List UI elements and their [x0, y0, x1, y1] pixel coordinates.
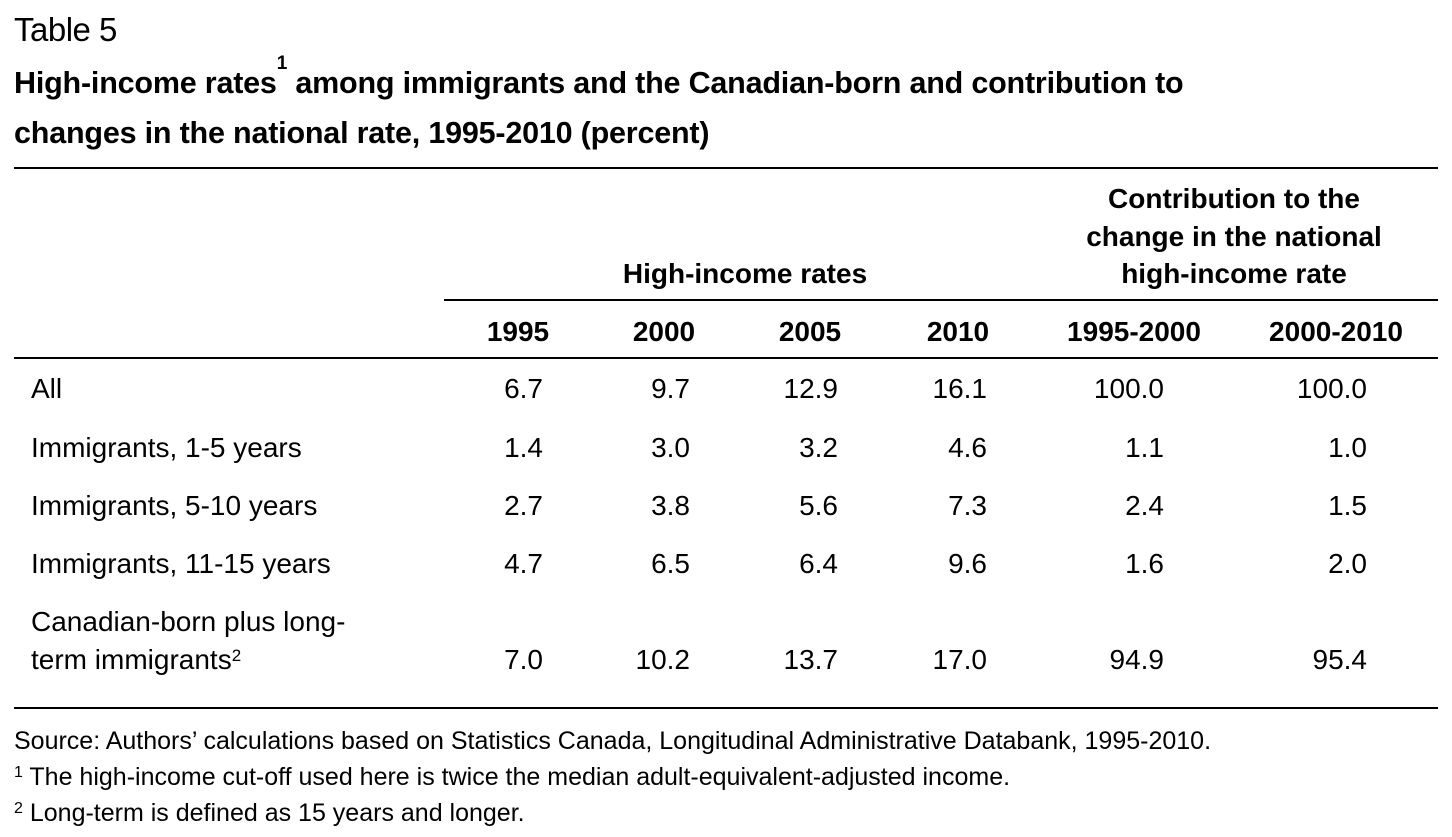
table-cell: 7.3: [948, 490, 987, 521]
col-header-2010: 2010: [926, 316, 990, 347]
title-part1: High-income rates: [14, 66, 277, 100]
table-cell: 12.9: [783, 373, 839, 404]
group-header-contribution-line2: change in the national: [1086, 221, 1382, 252]
row-label-immigrants-1-5: Immigrants, 1-5 years: [31, 432, 302, 463]
bottom-rule: [14, 707, 1438, 709]
table-cell: 95.4: [1312, 644, 1368, 675]
table-cell: 1.4: [504, 432, 543, 463]
table-cell: 2.4: [1125, 490, 1164, 521]
table-cell: 9.6: [948, 548, 987, 579]
table-cell: 1.0: [1328, 432, 1367, 463]
row-label-canadian-born-line2: term immigrants2: [31, 643, 241, 677]
group-header-rule: [444, 299, 1438, 301]
table-cell: 4.7: [504, 548, 543, 579]
table-cell: 100.0: [1296, 373, 1367, 404]
table-cell: 10.2: [635, 644, 691, 675]
top-rule: [14, 167, 1438, 169]
table-cell: 6.5: [651, 548, 690, 579]
table-cell: 2.0: [1328, 548, 1367, 579]
header-bottom-rule: [14, 357, 1438, 359]
title-line2: changes in the national rate, 1995-2010 …: [14, 116, 710, 150]
table-cell: 6.7: [504, 373, 543, 404]
table-cell: 1.5: [1328, 490, 1367, 521]
table-cell: 100.0: [1093, 373, 1164, 404]
row-label-canadian-born-text: term immigrants: [31, 644, 232, 675]
table-cell: 6.4: [799, 548, 838, 579]
footnote-1-text: The high-income cut-off used here is twi…: [22, 763, 1011, 791]
row-footnote-ref: 2: [231, 646, 242, 665]
table-cell: 16.1: [932, 373, 988, 404]
table-cell: 9.7: [651, 373, 690, 404]
table-cell: 3.2: [799, 432, 838, 463]
footnote-1-ref: 1: [14, 764, 23, 781]
row-label-all: All: [31, 373, 63, 404]
row-label-immigrants-11-15: Immigrants, 11-15 years: [31, 548, 331, 579]
source-note: Source: Authors’ calculations based on S…: [14, 727, 1212, 755]
table-label: Table 5: [14, 11, 117, 48]
group-header-contribution-line3: high-income rate: [1121, 258, 1347, 289]
table-title: High-income rates1 among immigrants and …: [14, 54, 1434, 158]
table-cell: 94.9: [1109, 644, 1165, 675]
col-header-1995: 1995: [486, 316, 550, 347]
table-cell: 17.0: [932, 644, 988, 675]
table-cell: 1.6: [1125, 548, 1164, 579]
table-cell: 7.0: [504, 644, 543, 675]
row-label-immigrants-5-10: Immigrants, 5-10 years: [31, 490, 318, 521]
footnote-2-ref: 2: [14, 800, 23, 817]
group-header-contribution-line1: Contribution to the: [1108, 183, 1360, 214]
row-label-canadian-born-line1: Canadian-born plus long-: [31, 606, 346, 637]
table-cell: 13.7: [783, 644, 839, 675]
group-header-rates: High-income rates: [622, 258, 868, 289]
table-cell: 1.1: [1125, 432, 1164, 463]
table-cell: 4.6: [948, 432, 987, 463]
col-header-2005: 2005: [778, 316, 842, 347]
table-cell: 3.0: [651, 432, 690, 463]
footnote-2: 2 Long-term is defined as 15 years and l…: [14, 798, 525, 828]
table-cell: 5.6: [799, 490, 838, 521]
table-cell: 3.8: [651, 490, 690, 521]
table-cell: 2.7: [504, 490, 543, 521]
col-header-2000: 2000: [632, 316, 696, 347]
footnote-1: 1 The high-income cut-off used here is t…: [14, 762, 1010, 792]
footnote-2-text: Long-term is defined as 15 years and lon…: [22, 799, 525, 827]
title-part2: among immigrants and the Canadian-born a…: [287, 66, 1184, 100]
col-header-2000-2010: 2000-2010: [1269, 316, 1403, 347]
col-header-1995-2000: 1995-2000: [1067, 316, 1201, 347]
title-footnote-ref: 1: [276, 53, 288, 74]
